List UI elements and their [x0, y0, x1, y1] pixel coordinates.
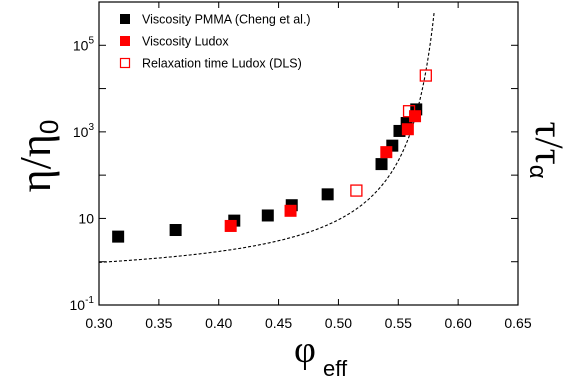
legend-marker-dls	[119, 57, 131, 69]
legend-label-pmma: Viscosity PMMA (Cheng et al.)	[142, 13, 311, 27]
x-axis-title-main: φ	[294, 329, 316, 371]
y-tick-label: 10	[78, 210, 94, 226]
data-point-series-1	[284, 204, 297, 217]
x-tick-label: 0.30	[85, 315, 112, 331]
y2-axis-title-text: τ/τα	[524, 121, 572, 178]
x-axis-ticks: 0.30 0.35 0.40 0.45 0.50 0.55 0.60 0.65	[85, 2, 532, 331]
legend-label-ludox: Viscosity Ludox	[142, 35, 229, 49]
y-tick-label: 103	[73, 122, 95, 140]
data-point-series-0	[169, 224, 182, 237]
y-axis-title: η/η0	[11, 120, 64, 193]
plot-area	[98, 1, 519, 306]
x-tick-label: 0.50	[325, 315, 352, 331]
y-tick-label-base: 10	[73, 124, 89, 140]
data-points-layer	[112, 69, 432, 243]
data-point-series-0	[112, 230, 125, 243]
y-axis-title-main: η/η	[11, 134, 60, 192]
y-tick-label-base: 10	[70, 297, 86, 313]
y-tick-label-exponent: 3	[88, 122, 94, 133]
legend-label-dls: Relaxation time Ludox (DLS)	[142, 57, 302, 71]
y2-axis-title-sub: α	[524, 165, 551, 179]
y-tick-label-exponent: 5	[88, 35, 94, 46]
y-axis-title-text: η/η0	[11, 120, 64, 193]
fit-curve-layer	[98, 11, 435, 263]
y2-axis-title: τ/τα	[524, 121, 572, 178]
data-point-series-2	[419, 69, 432, 82]
y-tick-label: 105	[73, 35, 95, 53]
y-tick-label-exponent: -1	[85, 295, 94, 306]
y-axis-title-sub: 0	[34, 120, 64, 134]
data-point-series-0	[261, 209, 274, 222]
y-tick-label: 10-1	[70, 295, 95, 313]
x-axis-title-sub: eff	[323, 356, 348, 381]
x-tick-label: 0.40	[205, 315, 232, 331]
data-point-series-2	[402, 105, 416, 118]
x-tick-label: 0.55	[385, 315, 412, 331]
legend: Viscosity PMMA (Cheng et al.) Viscosity …	[119, 13, 311, 71]
data-point-series-0	[393, 124, 406, 137]
data-point-series-1	[224, 219, 237, 232]
y-tick-label-base: 10	[73, 37, 89, 53]
data-point-series-0	[375, 158, 388, 171]
x-tick-label: 0.65	[504, 315, 531, 331]
x-tick-label: 0.60	[445, 315, 472, 331]
legend-marker-ludox	[120, 36, 130, 46]
x-tick-label: 0.35	[145, 315, 172, 331]
y-tick-label-base: 10	[78, 210, 94, 226]
fit-curve	[98, 11, 435, 263]
x-axis-title: φ eff	[294, 329, 348, 381]
data-point-series-1	[380, 146, 393, 159]
x-tick-label: 0.45	[265, 315, 292, 331]
data-point-series-2	[350, 184, 363, 197]
y2-axis-title-main: τ/τ	[527, 121, 572, 164]
legend-marker-pmma	[120, 14, 130, 24]
data-point-series-0	[321, 188, 334, 201]
data-point-series-1	[401, 123, 414, 136]
plot-frame	[98, 1, 519, 306]
